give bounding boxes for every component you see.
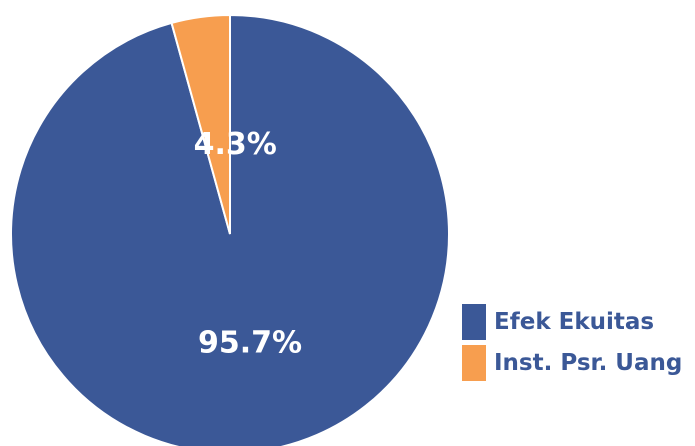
slice-label-efek-ekuitas: 95.7% [198, 326, 302, 361]
slice-labels: 95.7% 4.3% [194, 127, 302, 361]
legend-label-efek-ekuitas: Efek Ekuitas [494, 309, 655, 335]
pie-slices [10, 13, 450, 446]
legend-swatch-inst-psr-uang [462, 345, 486, 381]
pie-slice-inst-psr-uang [170, 13, 231, 235]
legend-label-inst-psr-uang: Inst. Psr. Uang [494, 350, 683, 376]
legend-item-inst-psr-uang: Inst. Psr. Uang [462, 345, 682, 381]
legend: Efek Ekuitas Inst. Psr. Uang [462, 304, 682, 386]
legend-item-efek-ekuitas: Efek Ekuitas [462, 304, 682, 340]
legend-swatch-efek-ekuitas [462, 304, 486, 340]
slice-label-inst-psr-uang: 4.3% [194, 127, 277, 162]
